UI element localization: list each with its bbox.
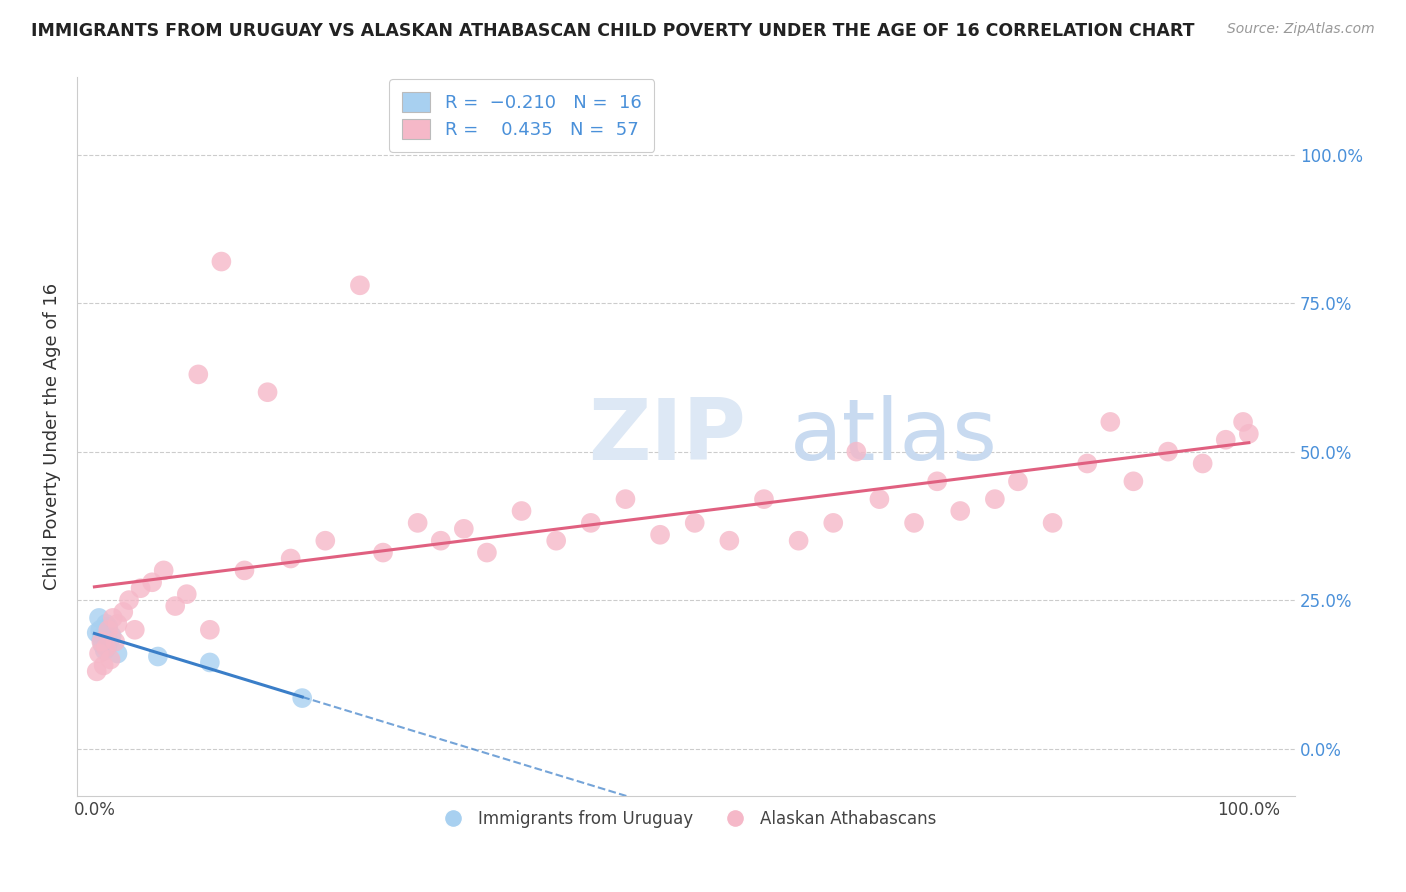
Point <box>406 516 429 530</box>
Point <box>107 647 129 661</box>
Point <box>787 533 810 548</box>
Point <box>93 658 115 673</box>
Point <box>141 575 163 590</box>
Point <box>453 522 475 536</box>
Point <box>97 620 120 634</box>
Point <box>165 599 187 613</box>
Point <box>579 516 602 530</box>
Point <box>475 545 498 559</box>
Point <box>1191 457 1213 471</box>
Text: IMMIGRANTS FROM URUGUAY VS ALASKAN ATHABASCAN CHILD POVERTY UNDER THE AGE OF 16 : IMMIGRANTS FROM URUGUAY VS ALASKAN ATHAB… <box>31 22 1195 40</box>
Point <box>429 533 451 548</box>
Point <box>176 587 198 601</box>
Point <box>845 444 868 458</box>
Point <box>101 611 124 625</box>
Point <box>949 504 972 518</box>
Point <box>146 649 169 664</box>
Point <box>86 625 108 640</box>
Point <box>94 616 117 631</box>
Point <box>112 605 135 619</box>
Point <box>903 516 925 530</box>
Point <box>314 533 336 548</box>
Point <box>91 638 114 652</box>
Point <box>104 634 127 648</box>
Point <box>90 632 112 646</box>
Point <box>94 640 117 655</box>
Point <box>823 516 845 530</box>
Point <box>349 278 371 293</box>
Point <box>233 563 256 577</box>
Point <box>94 643 117 657</box>
Point <box>256 385 278 400</box>
Point <box>209 254 232 268</box>
Legend: Immigrants from Uruguay, Alaskan Athabascans: Immigrants from Uruguay, Alaskan Athabas… <box>429 803 942 835</box>
Point <box>510 504 533 518</box>
Point <box>291 691 314 706</box>
Point <box>87 611 110 625</box>
Point <box>152 563 174 577</box>
Point <box>90 634 112 648</box>
Text: atlas: atlas <box>790 395 998 478</box>
Point <box>984 492 1007 507</box>
Point <box>97 623 120 637</box>
Text: ZIP: ZIP <box>589 395 747 478</box>
Point <box>1007 475 1029 489</box>
Point <box>1042 516 1064 530</box>
Point <box>927 475 949 489</box>
Point <box>1122 475 1144 489</box>
Point <box>1215 433 1237 447</box>
Point <box>718 533 741 548</box>
Point <box>198 656 221 670</box>
Point <box>546 533 568 548</box>
Point <box>868 492 890 507</box>
Point <box>683 516 706 530</box>
Point <box>371 545 394 559</box>
Point <box>614 492 637 507</box>
Point <box>752 492 775 507</box>
Point <box>648 528 671 542</box>
Point <box>98 634 121 648</box>
Point <box>129 581 152 595</box>
Point <box>87 647 110 661</box>
Point <box>100 652 122 666</box>
Point <box>93 629 115 643</box>
Point <box>187 368 209 382</box>
Point <box>1237 426 1260 441</box>
Point <box>198 623 221 637</box>
Point <box>1076 457 1098 471</box>
Point <box>118 593 141 607</box>
Point <box>280 551 302 566</box>
Point <box>1232 415 1254 429</box>
Point <box>86 665 108 679</box>
Y-axis label: Child Poverty Under the Age of 16: Child Poverty Under the Age of 16 <box>44 283 60 591</box>
Point <box>124 623 146 637</box>
Text: Source: ZipAtlas.com: Source: ZipAtlas.com <box>1227 22 1375 37</box>
Point <box>1099 415 1122 429</box>
Point <box>96 640 118 655</box>
Point <box>1157 444 1180 458</box>
Point <box>100 629 122 643</box>
Point <box>107 616 129 631</box>
Point <box>89 623 111 637</box>
